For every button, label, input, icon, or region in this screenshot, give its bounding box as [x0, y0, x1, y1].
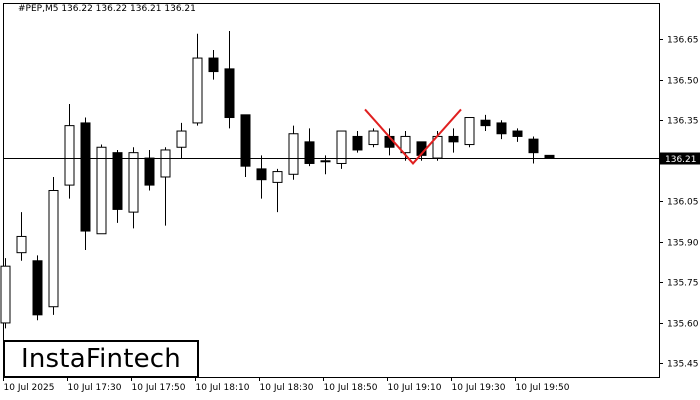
bull-candle [464, 117, 475, 146]
x-tick-label: 10 Jul 19:10 [388, 383, 442, 393]
bull-candle [288, 133, 299, 175]
x-tick-label: 10 Jul 17:50 [132, 383, 186, 393]
current-price-box [660, 152, 700, 165]
bull-candle [368, 130, 379, 146]
x-tick-label: 10 Jul 17:30 [68, 383, 122, 393]
bear-candle [352, 135, 363, 151]
double-top-pattern [364, 108, 462, 165]
x-tick-label: 10 Jul 19:50 [516, 383, 570, 393]
bear-candle [304, 141, 315, 164]
chart-header: #PEP,M5 136.22 136.22 136.21 136.21 [18, 4, 196, 14]
x-tick-label: 10 Jul 18:10 [196, 383, 250, 393]
y-tick-label: 135.45 [667, 360, 699, 370]
bear-candle [448, 135, 459, 143]
bull-candle [96, 146, 107, 235]
bear-candle [496, 122, 507, 135]
bear-candle [112, 152, 123, 210]
x-tick-label: 10 Jul 19:30 [452, 383, 506, 393]
y-tick-label: 135.90 [667, 239, 699, 249]
bull-candle [0, 265, 11, 324]
current-price-label: 136.21 [665, 155, 697, 165]
bear-candle [144, 157, 155, 186]
bull-candle [160, 149, 171, 178]
bull-candle [128, 152, 139, 213]
symbol-label: #PEP,M5 [18, 4, 59, 14]
bull-candle [336, 130, 347, 164]
y-tick-label: 136.35 [667, 117, 699, 127]
y-tick-label: 136.05 [667, 198, 699, 208]
time-axis: 10 Jul 2025 10 Jul 17:30 10 Jul 17:50 10 Ju… [3, 377, 570, 393]
bear-candle [256, 168, 267, 181]
logo-text: InstaFintech [21, 344, 181, 374]
bull-candle [320, 160, 331, 163]
bear-candle [544, 154, 555, 159]
bull-candle [48, 190, 59, 308]
bear-candle [240, 114, 251, 167]
candles-layer [0, 31, 555, 329]
bear-candle [224, 68, 235, 119]
bear-candle [480, 119, 491, 127]
y-tick-label: 135.75 [667, 279, 699, 289]
x-tick-label: 10 Jul 18:50 [324, 383, 378, 393]
ohlc-readout: 136.22 136.22 136.21 136.21 [61, 4, 196, 14]
y-tick-label: 135.60 [667, 320, 699, 330]
bear-candle [80, 122, 91, 232]
bear-candle [208, 57, 219, 73]
bear-candle [32, 260, 43, 316]
bull-candle [64, 125, 75, 186]
y-tick-label: 136.65 [667, 36, 699, 46]
bear-candle [512, 130, 523, 137]
pattern-layer [4, 108, 659, 165]
bear-candle [528, 138, 539, 154]
x-tick-label: 10 Jul 2025 [4, 383, 55, 393]
bull-candle [176, 130, 187, 148]
bull-candle [16, 235, 27, 254]
x-tick-label: 10 Jul 18:30 [260, 383, 314, 393]
y-tick-label: 136.50 [667, 77, 699, 87]
price-axis: 136.65136.50136.35136.20136.05135.90135.… [659, 36, 700, 370]
bull-candle [192, 57, 203, 124]
bull-candle [272, 171, 283, 183]
bull-candle [400, 135, 411, 154]
brand-logo: InstaFintech [3, 340, 199, 378]
